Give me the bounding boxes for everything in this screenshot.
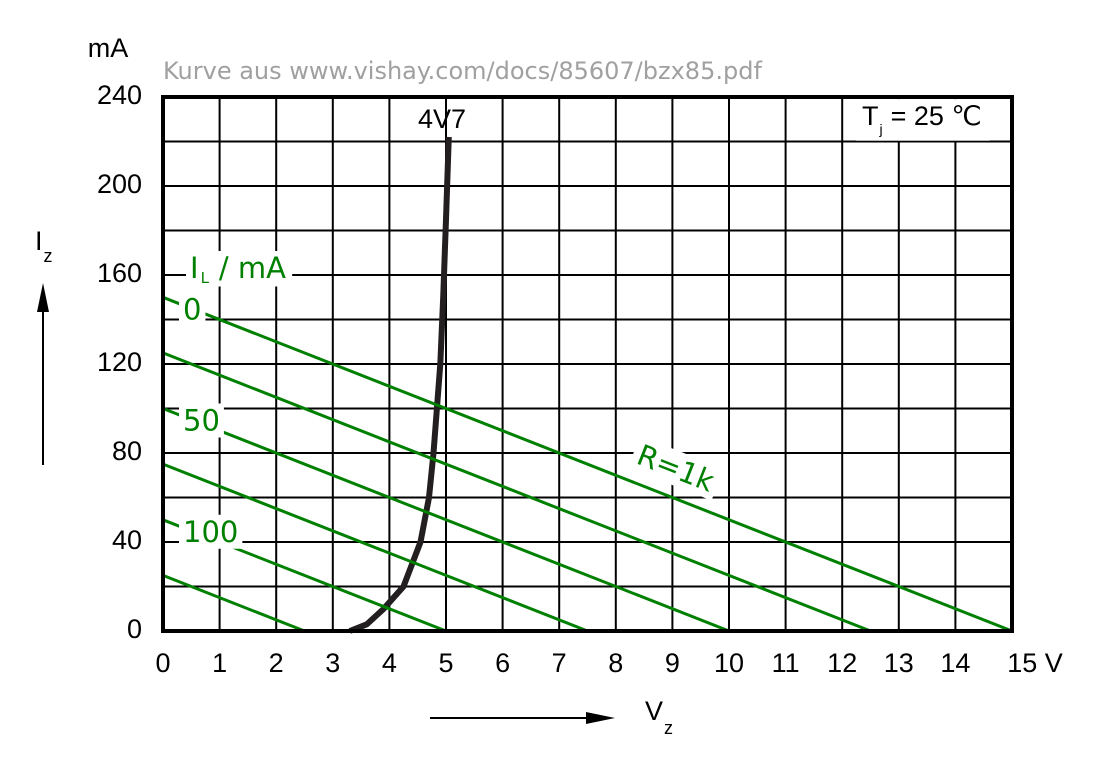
label-bg [186,251,293,287]
condition-sub: j [879,121,883,137]
condition-main: T [862,101,879,131]
label-bg [179,403,224,438]
y-axis-label: Iz [35,226,53,266]
series-label: 50 [183,404,220,438]
legend-rest: / mA [219,251,286,285]
load-line [162,351,872,633]
load-line [162,407,730,633]
y-tick-label: 120 [97,347,142,377]
source: Kurve aus www.vishay.com/docs/85607/bzx8… [163,57,762,85]
x-tick-label: 4 [382,648,397,678]
y-tick-label: 240 [97,80,142,110]
y-tick-label: 80 [112,436,142,466]
x-tick-label: 7 [552,648,567,678]
condition-rest: = 25 ℃ [891,101,982,131]
x-tick-label: 6 [495,648,510,678]
load-line [162,574,306,633]
x-tick-label: 10 [714,648,744,678]
y-label-sub: z [44,246,53,266]
label-bg [627,435,724,501]
label-bg [856,99,990,141]
label-bg [179,514,243,549]
x-axis-label: Vz [645,696,673,738]
load-line [162,462,589,633]
x-tick-label: 1 [212,648,227,678]
legend-title: I L / mA [190,251,286,287]
legend-main: I [190,251,199,285]
x-tick-label: 14 [940,648,970,678]
y-tick-label: 40 [112,525,142,555]
y-tick-label: 200 [97,169,142,199]
x-arrowhead [586,712,615,724]
x-tick-label: 11 [772,648,800,678]
x-label-main: V [645,696,663,726]
series-label: 0 [183,292,201,326]
x-tick-label: 2 [269,648,284,678]
condition: Tj = 25 ℃ [862,101,982,137]
x-tick-label: 8 [608,648,623,678]
load-line [162,295,1013,633]
label-bg [179,292,206,327]
x-tick-label: 9 [665,648,680,678]
x-tick-label: 0 [155,648,170,678]
plot-frame [161,95,1014,633]
series-label: 100 [183,515,238,549]
y-tick-label: 0 [127,614,142,644]
x-tick-label: 15 V [1007,648,1063,678]
y-arrowhead [37,283,49,312]
x-tick-label: 3 [325,648,340,678]
y-unit: mA [88,33,129,63]
curve-label: 4V7 [418,104,466,134]
legend-sub: L [201,269,210,287]
zener-curve [348,136,452,634]
x-tick-label: 13 [884,648,914,678]
annotation: R=1k [632,438,719,499]
x-tick-label: 5 [438,648,453,678]
x-tick-label: 12 [827,648,857,678]
y-tick-label: 160 [97,258,142,288]
x-label-sub: z [664,718,673,738]
y-label-main: I [35,226,43,256]
